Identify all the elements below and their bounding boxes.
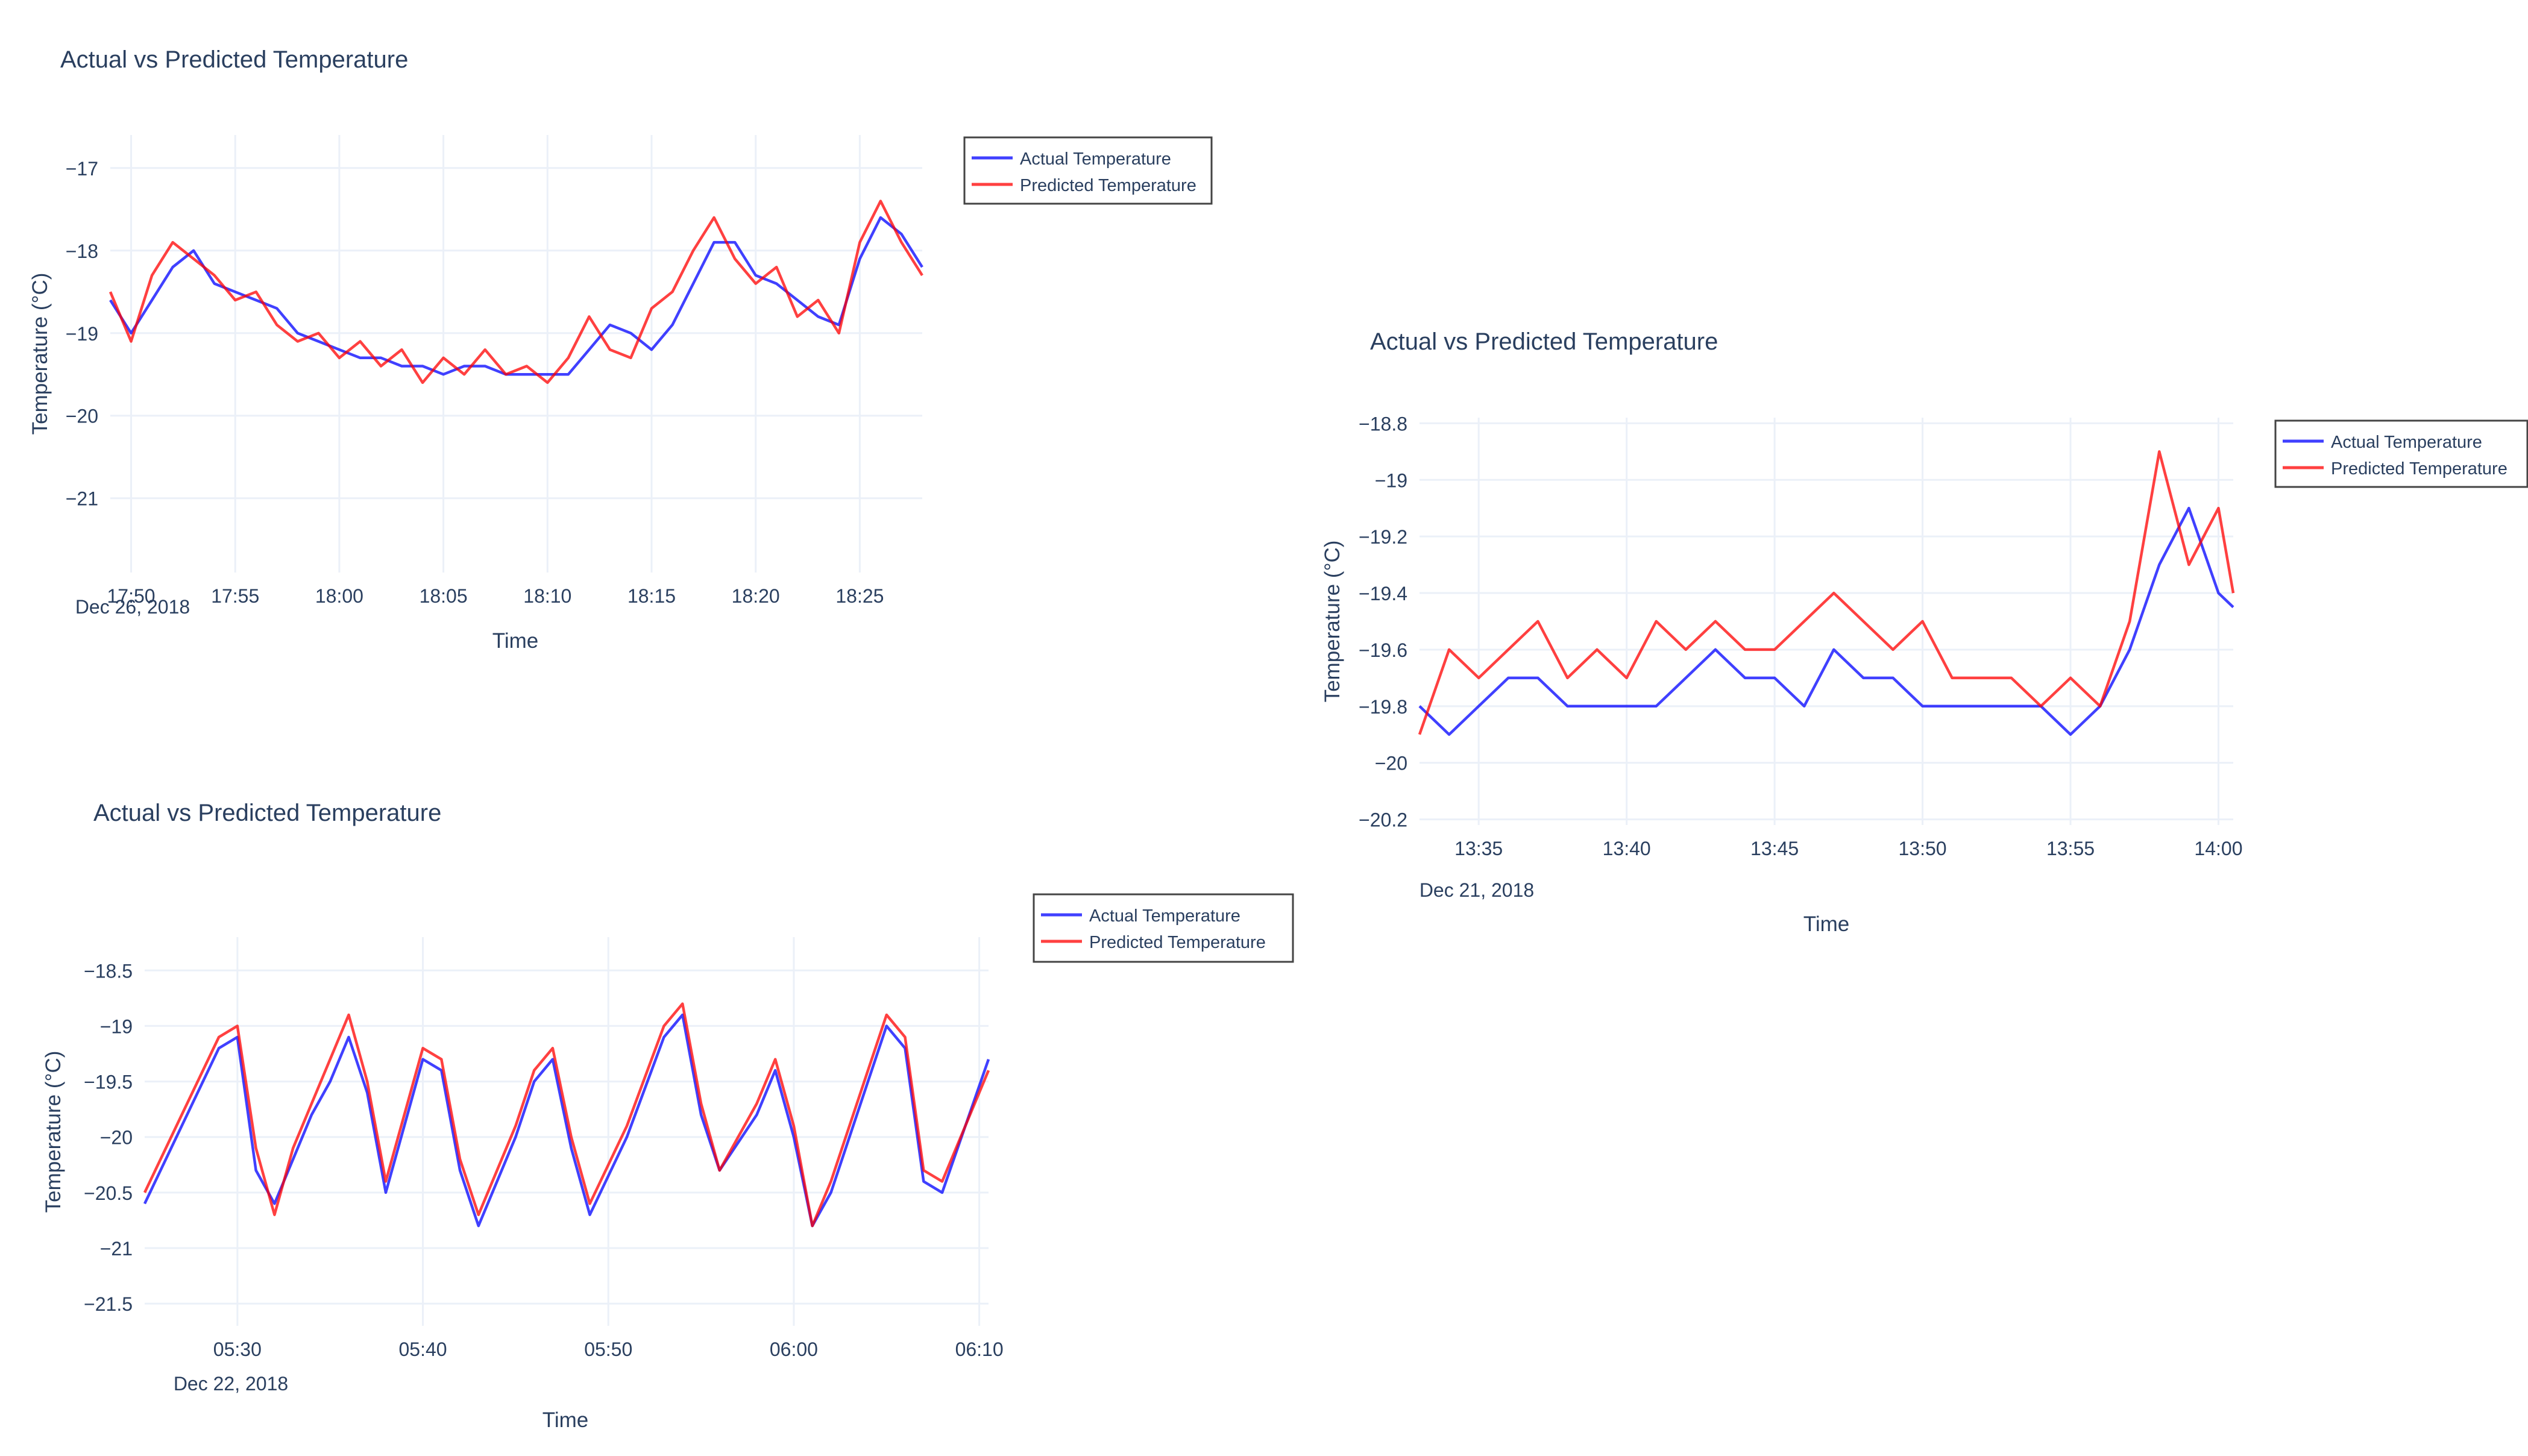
series-line-predicted: [143, 1002, 990, 1228]
y-axis-label: Temperature (°C): [42, 1051, 65, 1213]
x-tick-label: 13:55: [2046, 838, 2095, 859]
chart-title: Actual vs Predicted Temperature: [60, 46, 408, 73]
series-line-predicted: [1418, 450, 2235, 735]
y-tick-label: −19.2: [1359, 526, 1407, 548]
y-tick-label: −21: [100, 1238, 133, 1260]
y-axis-label: Temperature (°C): [28, 273, 52, 435]
y-tick-label: −19: [66, 323, 98, 345]
y-tick-label: −17: [66, 158, 98, 180]
legend-item-predicted[interactable]: Predicted Temperature: [1041, 933, 1266, 952]
legend-box: [963, 136, 1213, 205]
x-tick-label: 14:00: [2194, 838, 2242, 859]
y-axis-label: Temperature (°C): [1321, 541, 1344, 703]
legend-label: Predicted Temperature: [1020, 176, 1196, 195]
x-tick-date: Dec 26, 2018: [75, 596, 190, 618]
legend[interactable]: Actual Temperature Predicted Temperature: [963, 136, 1213, 205]
chart-title: Actual vs Predicted Temperature: [1370, 328, 1718, 355]
x-tick-label: 13:40: [1603, 838, 1651, 859]
legend-item-actual[interactable]: Actual Temperature: [1041, 906, 1240, 926]
y-tick-label: −18.5: [84, 960, 133, 982]
chart-title: Actual vs Predicted Temperature: [93, 800, 441, 826]
legend-box: [1033, 893, 1294, 963]
chart-panel-bottom-left: Actual vs Predicted Temperature −18.5 −19 −…: [42, 800, 1294, 1432]
legend-item-predicted[interactable]: Predicted Temperature: [2283, 459, 2508, 479]
x-tick-label: 18:20: [732, 585, 780, 607]
x-tick-label: 13:35: [1454, 838, 1503, 859]
chart-panel-right: Actual vs Predicted Temperature −18.8 −19 −…: [1321, 328, 2528, 936]
y-tick-label: −19.5: [84, 1072, 133, 1093]
y-tick-label: −19.8: [1359, 696, 1407, 718]
series-line-actual: [143, 1013, 990, 1228]
legend[interactable]: Actual Temperature Predicted Temperature: [1033, 893, 1294, 963]
y-tick-label: −19.6: [1359, 639, 1407, 661]
y-tick-label: −19: [1375, 469, 1407, 491]
y-tick-label: −19.4: [1359, 583, 1407, 604]
legend-item-actual[interactable]: Actual Temperature: [972, 149, 1171, 169]
x-tick-label: 06:10: [955, 1338, 1004, 1360]
legend-label: Actual Temperature: [1089, 906, 1240, 926]
x-tick-label: 18:10: [523, 585, 571, 607]
legend-item-actual[interactable]: Actual Temperature: [2283, 433, 2482, 452]
x-tick-label: 18:00: [315, 585, 363, 607]
legend-label: Actual Temperature: [2331, 433, 2482, 452]
x-tick-label: 17:50: [107, 585, 155, 607]
x-axis-label: Time: [1803, 912, 1849, 936]
legend-label: Predicted Temperature: [2331, 459, 2508, 479]
legend-box: [2274, 419, 2528, 488]
x-tick-label: 05:40: [398, 1338, 447, 1360]
y-tick-label: −18.8: [1359, 413, 1407, 435]
legend[interactable]: Actual Temperature Predicted Temperature: [2274, 419, 2528, 488]
series-line-actual: [1418, 506, 2234, 736]
y-tick-label: −20: [1375, 753, 1407, 774]
x-tick-label: 13:50: [1899, 838, 1947, 859]
x-tick-label: 17:55: [211, 585, 259, 607]
x-tick-label: 05:50: [584, 1338, 632, 1360]
x-axis-label: Time: [492, 629, 538, 653]
y-tick-label: −20: [100, 1127, 133, 1149]
series-line-predicted: [108, 199, 923, 384]
legend-label: Predicted Temperature: [1089, 933, 1266, 952]
x-tick-label: 13:45: [1750, 838, 1799, 859]
legend-label: Actual Temperature: [1020, 149, 1171, 169]
y-tick-label: −20: [66, 406, 98, 427]
chart-panel-top-left: Actual vs Predicted Temperature −17 −18 −19…: [28, 46, 1213, 653]
x-tick-label: 05:30: [213, 1338, 262, 1360]
y-tick-label: −21.5: [84, 1293, 133, 1315]
x-axis-label: Time: [542, 1408, 588, 1432]
y-tick-label: −19: [100, 1015, 133, 1037]
x-tick-label: 18:15: [627, 585, 676, 607]
x-tick-date: Dec 21, 2018: [1420, 879, 1534, 901]
x-tick-label: 18:25: [835, 585, 884, 607]
y-tick-label: −20.2: [1359, 809, 1407, 831]
x-tick-label: 18:05: [420, 585, 468, 607]
y-tick-label: −18: [66, 240, 98, 262]
x-tick-label: 06:00: [770, 1338, 818, 1360]
x-tick-date: Dec 22, 2018: [174, 1373, 288, 1395]
y-tick-label: −21: [66, 488, 98, 510]
legend-item-predicted[interactable]: Predicted Temperature: [972, 176, 1196, 195]
y-tick-label: −20.5: [84, 1182, 133, 1204]
